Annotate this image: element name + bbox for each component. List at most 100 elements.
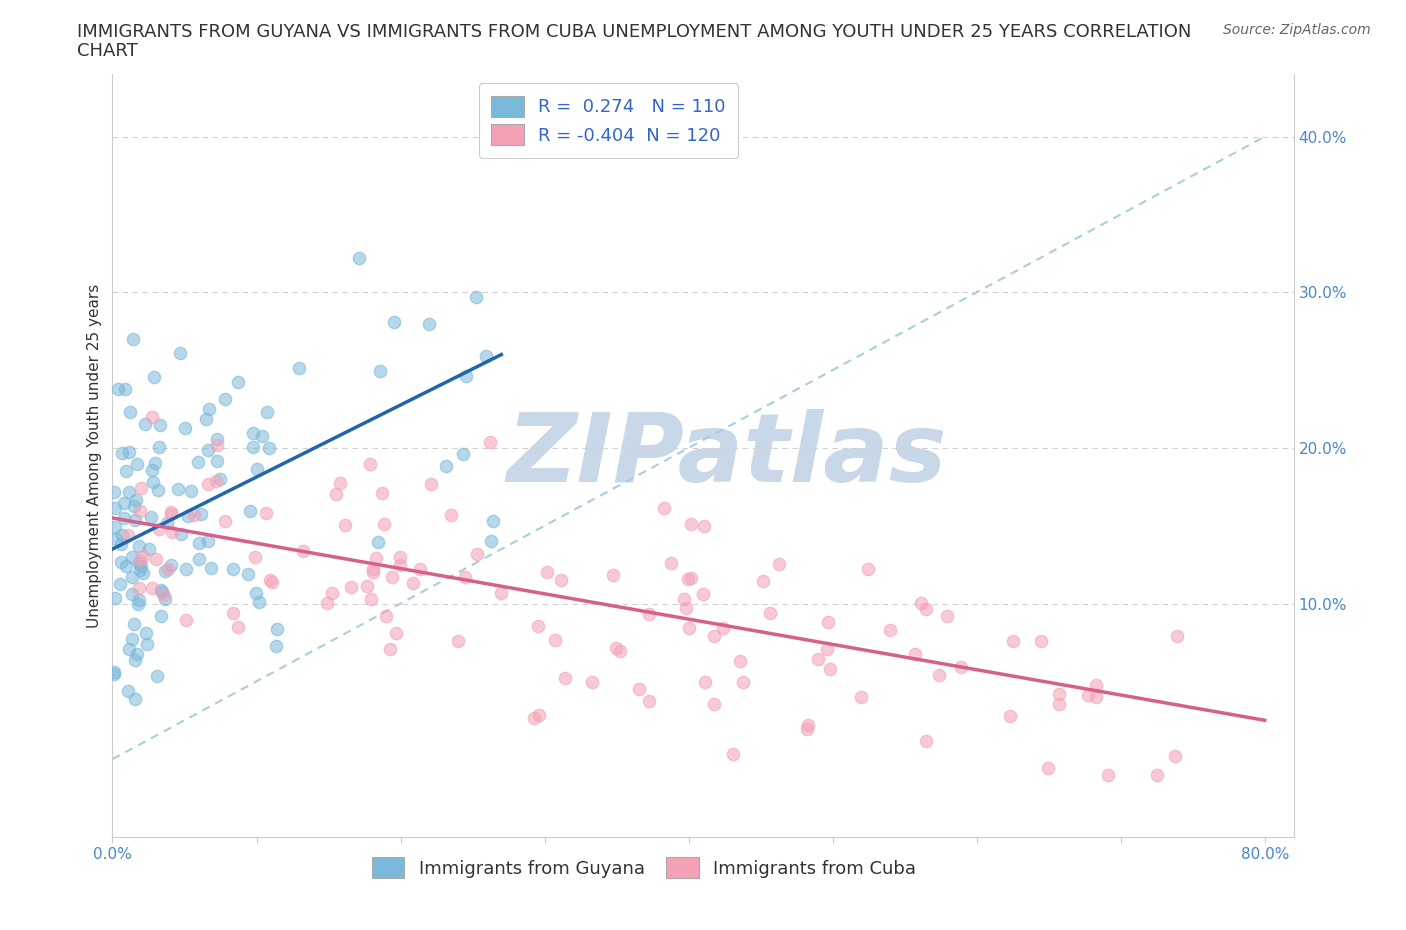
Point (209, 472, 232, 486)
Point (858, 562, 880, 577)
Point (125, 493, 148, 508)
Point (292, 544, 315, 559)
Point (104, 500, 127, 515)
Point (451, 446, 474, 461)
Point (121, 631, 143, 646)
Point (177, 509, 200, 524)
Point (104, 531, 127, 546)
Text: IMMIGRANTS FROM GUYANA VS IMMIGRANTS FROM CUBA UNEMPLOYMENT AMONG YOUTH UNDER 25: IMMIGRANTS FROM GUYANA VS IMMIGRANTS FRO… (77, 23, 1192, 41)
Point (851, 689, 873, 704)
Point (148, 522, 170, 537)
Point (187, 552, 209, 567)
Point (146, 668, 169, 683)
Point (605, 641, 627, 656)
Point (226, 619, 249, 634)
Point (673, 591, 696, 606)
Point (389, 550, 412, 565)
Point (384, 626, 406, 641)
Point (418, 316, 440, 331)
Point (197, 534, 219, 549)
Point (169, 345, 191, 360)
Point (260, 575, 283, 590)
Point (340, 579, 363, 594)
Point (523, 711, 546, 725)
Point (1047, 696, 1070, 711)
Point (1097, 767, 1119, 782)
Point (245, 585, 267, 600)
Point (949, 659, 972, 674)
Point (378, 642, 401, 657)
Point (159, 507, 181, 522)
Point (602, 568, 624, 583)
Point (103, 665, 125, 680)
Point (150, 583, 173, 598)
Point (124, 691, 146, 706)
Point (1077, 687, 1099, 702)
Point (114, 463, 136, 478)
Point (148, 482, 170, 497)
Point (936, 609, 959, 624)
Point (409, 562, 432, 577)
Point (446, 633, 468, 648)
Point (713, 620, 735, 635)
Point (695, 674, 717, 689)
Point (205, 432, 228, 446)
Point (367, 535, 389, 550)
Point (820, 661, 842, 676)
Point (998, 709, 1021, 724)
Point (117, 684, 139, 698)
Point (807, 652, 830, 667)
Point (627, 682, 650, 697)
Point (465, 547, 488, 562)
Point (150, 609, 173, 624)
Point (139, 510, 162, 525)
Point (142, 369, 165, 384)
Point (482, 513, 505, 528)
Point (728, 653, 751, 668)
Point (361, 565, 384, 580)
Point (257, 441, 280, 456)
Point (904, 646, 927, 661)
Point (349, 250, 371, 265)
Legend: Immigrants from Guyana, Immigrants from Cuba: Immigrants from Guyana, Immigrants from … (364, 850, 924, 885)
Point (187, 455, 209, 470)
Point (550, 573, 572, 588)
Point (256, 405, 278, 419)
Point (122, 617, 145, 631)
Point (381, 570, 404, 585)
Point (103, 666, 125, 681)
Point (758, 605, 780, 620)
Point (174, 562, 197, 577)
Point (692, 587, 714, 602)
Point (1047, 686, 1070, 701)
Point (205, 438, 228, 453)
Point (138, 541, 160, 556)
Point (1084, 690, 1107, 705)
Point (131, 481, 153, 496)
Point (1002, 634, 1025, 649)
Point (721, 746, 744, 761)
Point (103, 485, 125, 499)
Point (141, 462, 163, 477)
Point (152, 585, 174, 600)
Point (402, 575, 425, 590)
Point (693, 519, 716, 534)
Point (252, 428, 274, 443)
Point (659, 555, 682, 570)
Point (117, 527, 139, 542)
Point (1146, 767, 1168, 782)
Point (479, 434, 502, 449)
Point (375, 609, 398, 624)
Point (316, 596, 339, 611)
Point (361, 562, 384, 577)
Point (136, 636, 159, 651)
Point (245, 461, 267, 476)
Point (153, 564, 176, 578)
Point (112, 496, 135, 511)
Point (652, 500, 675, 515)
Point (456, 368, 478, 383)
Point (420, 477, 443, 492)
Point (118, 641, 141, 656)
Point (148, 440, 170, 455)
Point (145, 551, 167, 566)
